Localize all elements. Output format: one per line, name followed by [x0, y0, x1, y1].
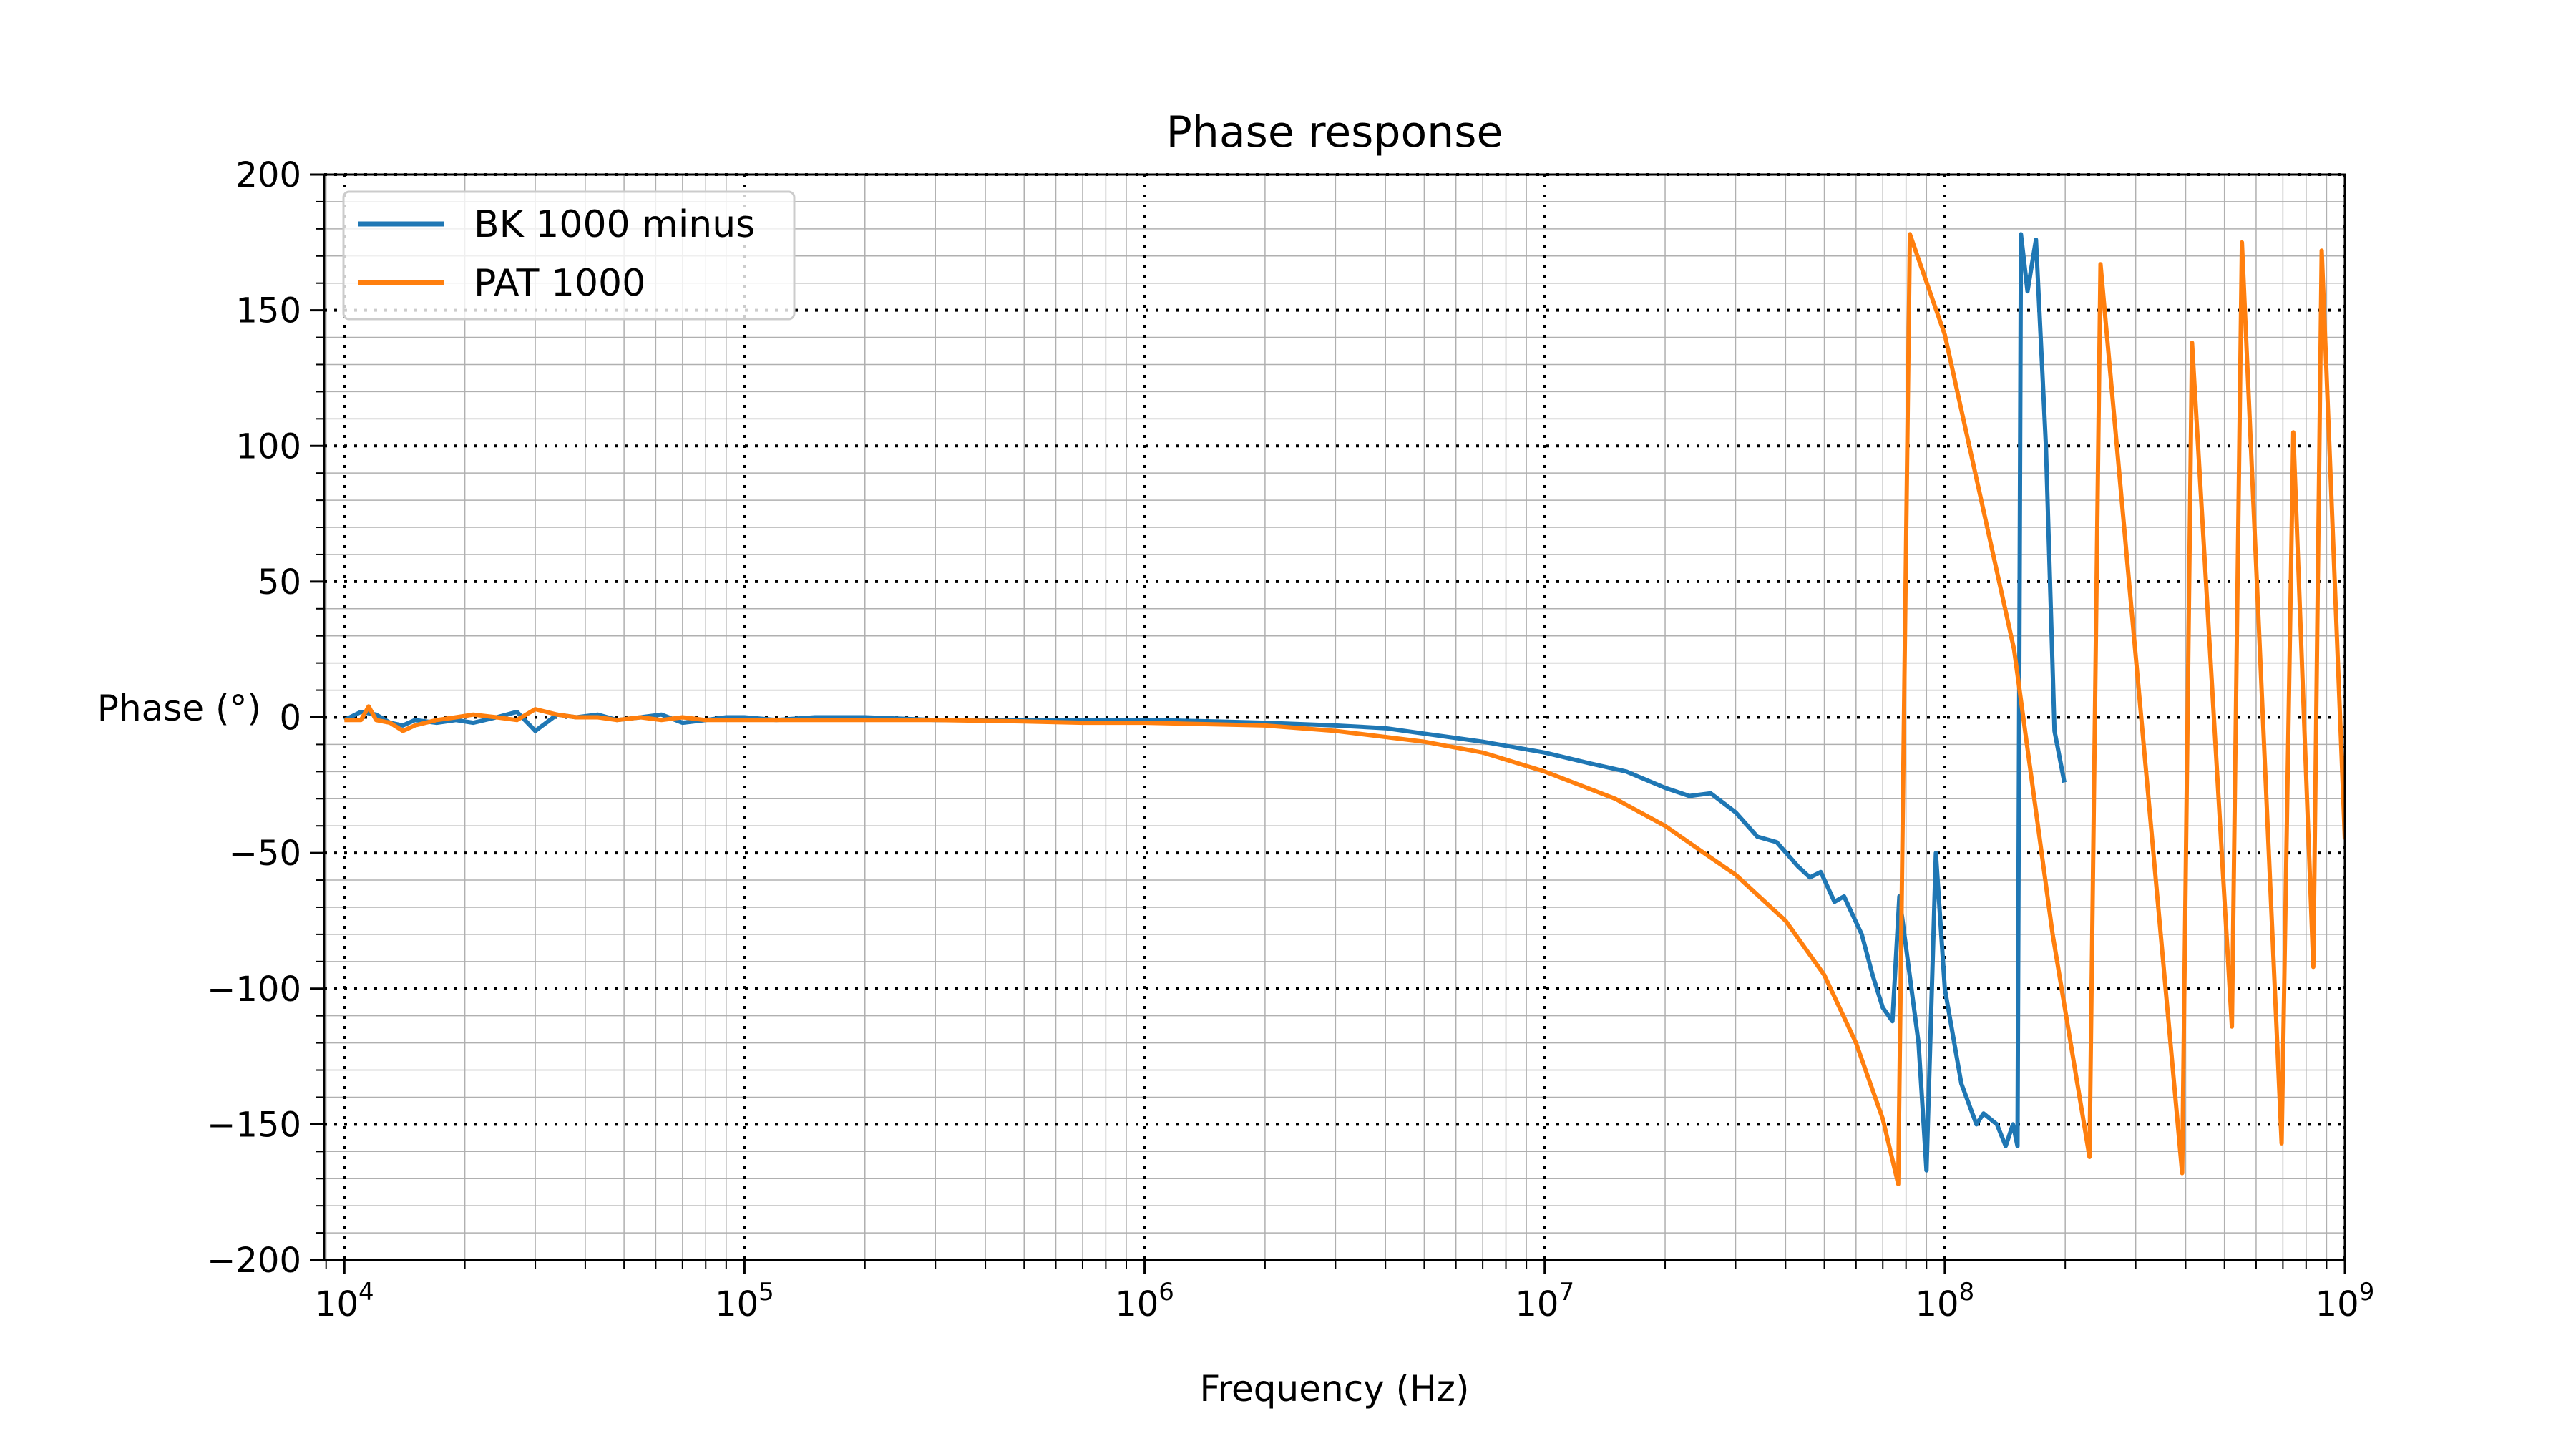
y-tick-label: 50 [258, 562, 301, 602]
legend-label-pat-1000: PAT 1000 [474, 262, 645, 305]
y-tick-label: −50 [229, 834, 301, 874]
y-tick-label: 100 [235, 426, 301, 467]
series-line-bk-1000-minus [343, 232, 2067, 1173]
legend-label-bk-1000-minus: BK 1000 minus [474, 203, 755, 246]
x-tick-label: 108 [1916, 1278, 1975, 1324]
series-line-pat-1000 [344, 232, 2345, 1186]
x-axis-label: Frequency (Hz) [1199, 1368, 1469, 1410]
axis-ticks: 104 105 106 107 108 109 −200 −150 −100 −50 0 50 100 1… [207, 155, 2374, 1324]
y-tick-label: −150 [207, 1105, 301, 1145]
x-tick-label: 105 [715, 1278, 774, 1324]
x-tick-label: 106 [1115, 1278, 1174, 1324]
y-tick-label: 0 [279, 698, 301, 738]
y-tick-label: 200 [235, 155, 301, 195]
x-tick-label: 104 [315, 1278, 374, 1324]
y-tick-label: −100 [207, 970, 301, 1010]
series-layer [343, 232, 2345, 1186]
y-tick-label: 150 [235, 291, 301, 331]
legend: BK 1000 minus PAT 1000 [342, 190, 796, 321]
x-tick-label: 107 [1515, 1278, 1574, 1324]
x-tick-label: 109 [2316, 1278, 2375, 1324]
y-tick-label: −200 [207, 1241, 301, 1281]
y-axis-label: Phase (°) [97, 688, 261, 729]
chart-title: Phase response [1166, 107, 1503, 157]
legend-box [342, 190, 796, 321]
